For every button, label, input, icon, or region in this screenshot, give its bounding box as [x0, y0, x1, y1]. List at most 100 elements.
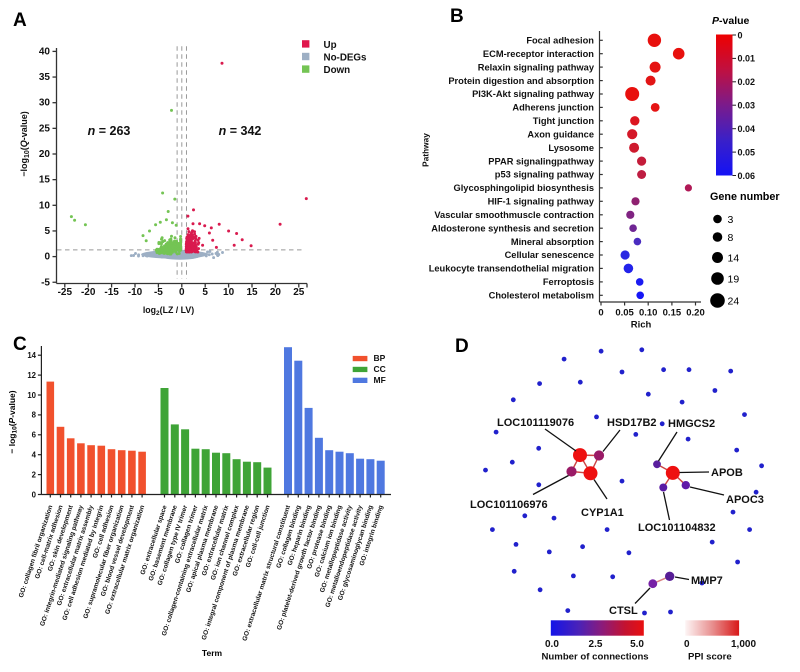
svg-text:-5: -5 — [41, 277, 50, 288]
svg-text:0.02: 0.02 — [738, 77, 756, 87]
svg-text:Vascular smoothmuscle contract: Vascular smoothmuscle contraction — [434, 210, 594, 220]
svg-text:PPAR signalingpathway: PPAR signalingpathway — [488, 156, 595, 166]
svg-text:2.5: 2.5 — [589, 639, 603, 650]
svg-text:Term: Term — [202, 648, 223, 658]
svg-text:25: 25 — [39, 123, 51, 134]
svg-text:10: 10 — [223, 287, 235, 298]
svg-text:2: 2 — [32, 470, 37, 479]
svg-text:p53 signaling pathway: p53 signaling pathway — [495, 170, 595, 180]
svg-text:Gene number: Gene number — [710, 191, 780, 203]
svg-text:5: 5 — [44, 226, 50, 237]
svg-text:10: 10 — [27, 391, 36, 400]
svg-text:4: 4 — [32, 451, 37, 460]
svg-text:0: 0 — [738, 30, 743, 40]
svg-text:Up: Up — [324, 40, 337, 51]
svg-text:20: 20 — [270, 287, 282, 298]
svg-text:PI3K-Akt signaling pathway: PI3K-Akt signaling pathway — [472, 89, 595, 99]
svg-text:Ferroptosis: Ferroptosis — [543, 277, 594, 287]
svg-text:Number of connections: Number of connections — [542, 652, 649, 663]
svg-text:No-DEGs: No-DEGs — [324, 53, 368, 64]
svg-text:APOC3: APOC3 — [726, 494, 764, 506]
svg-text:0.01: 0.01 — [738, 54, 756, 64]
svg-text:Lysosome: Lysosome — [548, 143, 594, 153]
svg-text:Mineral absorption: Mineral absorption — [511, 237, 594, 247]
svg-text:0: 0 — [684, 639, 690, 650]
svg-text:Protein digestion and absorpti: Protein digestion and absorption — [448, 76, 594, 86]
svg-text:Relaxin signaling pathway: Relaxin signaling pathway — [478, 62, 595, 72]
svg-text:Axon guidance: Axon guidance — [527, 129, 594, 139]
svg-text:35: 35 — [39, 72, 51, 83]
svg-text:40: 40 — [39, 46, 51, 57]
svg-text:0: 0 — [598, 308, 603, 319]
svg-text:1,000: 1,000 — [731, 639, 756, 650]
svg-text:0.05: 0.05 — [615, 308, 634, 319]
svg-text:0.10: 0.10 — [639, 308, 658, 319]
svg-text:-25: -25 — [58, 287, 73, 298]
svg-text:19: 19 — [728, 273, 740, 285]
svg-text:-10: -10 — [128, 287, 143, 298]
svg-text:Focal adhesion: Focal adhesion — [526, 36, 594, 46]
svg-text:15: 15 — [39, 175, 51, 186]
svg-text:5: 5 — [202, 287, 208, 298]
svg-text:24: 24 — [728, 295, 740, 307]
svg-text:8: 8 — [728, 232, 734, 244]
svg-text:-20: -20 — [81, 287, 96, 298]
svg-text:0.0: 0.0 — [545, 639, 559, 650]
svg-text:LOC101104832: LOC101104832 — [638, 522, 716, 534]
svg-text:D: D — [455, 336, 469, 357]
svg-text:15: 15 — [246, 287, 258, 298]
svg-text:3: 3 — [728, 214, 734, 226]
svg-text:Down: Down — [324, 65, 351, 76]
svg-text:n = 342: n = 342 — [219, 124, 262, 138]
svg-text:B: B — [450, 6, 464, 27]
svg-text:30: 30 — [39, 98, 51, 109]
svg-text:HSD17B2: HSD17B2 — [607, 417, 657, 429]
svg-text:HIF-1 signaling pathway: HIF-1 signaling pathway — [488, 197, 595, 207]
svg-text:Aldosterone synthesis and secr: Aldosterone synthesis and secretion — [431, 223, 594, 233]
svg-text:APOB: APOB — [711, 467, 743, 479]
svg-text:CTSL: CTSL — [609, 605, 638, 617]
svg-text:25: 25 — [293, 287, 305, 298]
svg-text:20: 20 — [39, 149, 51, 160]
svg-text:MMP7: MMP7 — [691, 575, 723, 587]
svg-text:HMGCS2: HMGCS2 — [668, 418, 715, 430]
svg-text:C: C — [13, 334, 27, 355]
svg-text:Cellular senescence: Cellular senescence — [505, 250, 594, 260]
svg-text:0.15: 0.15 — [663, 308, 682, 319]
svg-text:Adherens junction: Adherens junction — [512, 103, 594, 113]
svg-text:0: 0 — [179, 287, 185, 298]
svg-text:Cholesterol metabolism: Cholesterol metabolism — [489, 291, 594, 301]
svg-text:0.04: 0.04 — [738, 124, 756, 134]
svg-text:Leukocyte transendothelial mig: Leukocyte transendothelial migration — [429, 264, 595, 274]
svg-text:BP: BP — [374, 353, 386, 363]
svg-text:P-value: P-value — [712, 15, 750, 27]
svg-text:MF: MF — [374, 375, 386, 385]
svg-text:A: A — [13, 10, 27, 31]
svg-text:8: 8 — [32, 411, 37, 420]
svg-text:12: 12 — [27, 371, 36, 380]
svg-text:0.20: 0.20 — [686, 308, 705, 319]
svg-text:14: 14 — [27, 351, 36, 360]
svg-text:ECM-receptor interaction: ECM-receptor interaction — [483, 49, 594, 59]
svg-text:0.06: 0.06 — [738, 171, 756, 181]
svg-text:-5: -5 — [154, 287, 163, 298]
svg-text:0.03: 0.03 — [738, 101, 756, 111]
svg-text:5.0: 5.0 — [630, 639, 644, 650]
svg-text:LOC101106976: LOC101106976 — [470, 499, 548, 511]
svg-text:0.05: 0.05 — [738, 147, 756, 157]
svg-text:CC: CC — [374, 364, 386, 374]
svg-text:10: 10 — [39, 200, 51, 211]
svg-text:-15: -15 — [104, 287, 119, 298]
svg-text:CYP1A1: CYP1A1 — [581, 507, 624, 519]
svg-text:0: 0 — [44, 252, 50, 263]
svg-text:Rich: Rich — [631, 320, 652, 331]
svg-text:14: 14 — [728, 252, 740, 264]
svg-text:0: 0 — [32, 490, 37, 499]
svg-text:LOC101119076: LOC101119076 — [497, 417, 574, 429]
svg-text:Glycosphingolipid biosynthesis: Glycosphingolipid biosynthesis — [453, 183, 594, 193]
svg-text:6: 6 — [32, 431, 37, 440]
svg-text:n = 263: n = 263 — [88, 124, 131, 138]
svg-text:− log10(P-value): − log10(P-value) — [7, 390, 19, 453]
svg-text:Pathway: Pathway — [421, 133, 431, 167]
svg-text:PPI score: PPI score — [688, 652, 732, 663]
